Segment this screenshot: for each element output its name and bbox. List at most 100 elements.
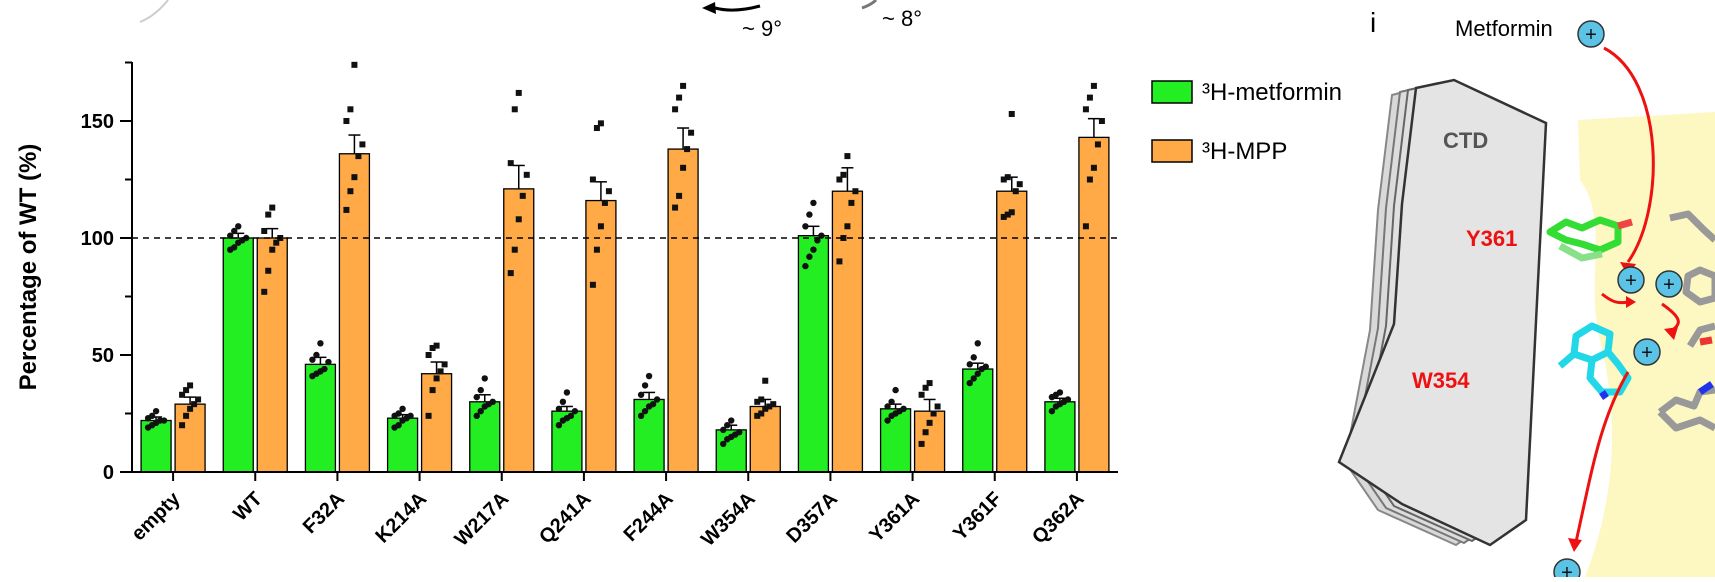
- data-point-metformin: [473, 393, 480, 401]
- data-point-metformin: [489, 398, 496, 405]
- data-point-mpp: [684, 146, 691, 153]
- bar-mpp: [1078, 136, 1110, 473]
- data-point-mpp: [597, 223, 604, 230]
- cation-marker: [1577, 20, 1605, 48]
- data-point-mpp: [179, 422, 186, 429]
- data-point-mpp: [511, 106, 518, 113]
- data-point-metformin: [645, 372, 653, 380]
- data-point-metformin: [313, 351, 320, 359]
- bar-mpp: [831, 190, 864, 473]
- data-point-mpp: [523, 171, 530, 178]
- grey-sidechains: [1657, 210, 1715, 432]
- curved-arrow-left: [714, 4, 761, 12]
- data-point-mpp: [269, 204, 276, 211]
- data-point-mpp: [848, 199, 855, 206]
- data-point-mpp: [343, 118, 350, 124]
- data-point-metformin: [152, 407, 160, 415]
- y-axis-label: Percentage of WT (%): [15, 144, 42, 391]
- data-point-mpp: [762, 405, 769, 412]
- data-point-metformin: [966, 379, 973, 387]
- data-point-metformin: [720, 426, 727, 434]
- bar-metformin: [879, 408, 912, 473]
- data-point-metformin: [728, 417, 735, 424]
- data-point-mpp: [187, 382, 194, 389]
- points-layer: [144, 61, 1105, 448]
- data-point-mpp: [589, 281, 596, 288]
- data-point-mpp: [261, 227, 268, 234]
- data-point-mpp: [754, 412, 761, 419]
- data-point-metformin: [810, 246, 817, 253]
- cation-marker: [1655, 270, 1683, 298]
- data-point-metformin: [974, 340, 981, 347]
- data-point-mpp: [770, 401, 777, 408]
- bar-mpp: [420, 373, 453, 473]
- legend-label-metformin: ³H-metformin: [1202, 79, 1342, 106]
- curved-arrow-right: [861, 0, 878, 10]
- data-point-mpp: [265, 211, 272, 218]
- data-point-metformin: [806, 253, 813, 260]
- data-point-metformin: [317, 340, 324, 347]
- x-tick-label: F244A: [620, 488, 678, 546]
- data-point-metformin: [1048, 407, 1056, 415]
- data-point-mpp: [1004, 211, 1011, 218]
- data-point-mpp: [195, 396, 202, 403]
- data-point-mpp: [515, 216, 522, 223]
- data-point-mpp: [676, 192, 683, 199]
- data-point-mpp: [347, 188, 354, 195]
- data-point-metformin: [395, 422, 402, 429]
- data-point-metformin: [235, 223, 242, 230]
- data-point-mpp: [519, 192, 526, 199]
- bar-mpp: [174, 403, 206, 473]
- data-point-metformin: [720, 440, 727, 448]
- y-tick-label: 100: [81, 228, 114, 250]
- legend-label-mpp: ³H-MPP: [1202, 138, 1287, 165]
- data-point-mpp: [507, 160, 514, 167]
- bar-metformin: [797, 235, 830, 473]
- data-point-mpp: [680, 164, 687, 171]
- angle-label-right: ~ 8°: [882, 6, 922, 31]
- data-point-metformin: [231, 244, 238, 251]
- data-point-metformin: [567, 412, 575, 420]
- data-point-mpp: [926, 419, 933, 426]
- data-point-metformin: [559, 398, 567, 405]
- data-point-metformin: [649, 400, 657, 408]
- errorbars-layer: [150, 117, 1100, 430]
- bar-chart: 0 50 100 150 empty WT F32A K214A W217A Q241A F244…: [15, 61, 1118, 551]
- data-point-mpp: [934, 403, 941, 410]
- x-tick-label: Q241A: [535, 488, 595, 548]
- data-point-metformin: [736, 429, 743, 436]
- data-point-mpp: [918, 440, 925, 447]
- arrowhead-left: [702, 2, 716, 14]
- data-point-mpp: [265, 267, 272, 274]
- data-point-mpp: [672, 106, 679, 113]
- data-point-mpp: [754, 398, 761, 405]
- data-point-metformin: [1064, 396, 1072, 403]
- bar-mpp: [585, 199, 617, 473]
- data-point-metformin: [802, 223, 809, 230]
- data-point-metformin: [231, 227, 238, 235]
- data-point-mpp: [1098, 118, 1105, 124]
- data-point-metformin: [563, 389, 571, 396]
- data-point-mpp: [507, 270, 514, 277]
- data-point-metformin: [309, 356, 316, 363]
- y361-sidechain: [1546, 216, 1633, 262]
- data-point-metformin: [407, 412, 414, 420]
- bar-metformin: [715, 429, 747, 473]
- data-point-mpp: [441, 361, 448, 368]
- data-point-mpp: [1086, 94, 1093, 101]
- x-tick-label: W354A: [697, 488, 760, 551]
- cation-marker: [1633, 338, 1661, 366]
- bar-mpp: [503, 188, 535, 473]
- data-point-mpp: [1086, 176, 1093, 183]
- data-point-mpp: [1094, 141, 1101, 148]
- bar-metformin: [633, 398, 665, 473]
- data-point-metformin: [641, 382, 649, 389]
- data-point-mpp: [593, 246, 600, 253]
- data-point-mpp: [922, 429, 929, 436]
- bar-mpp: [338, 153, 371, 473]
- data-point-mpp: [187, 405, 194, 412]
- data-point-metformin: [1056, 389, 1064, 396]
- data-point-metformin: [481, 375, 488, 382]
- panel-i-diagram: i Metformin CTD Y361 W354: [1337, 7, 1715, 582]
